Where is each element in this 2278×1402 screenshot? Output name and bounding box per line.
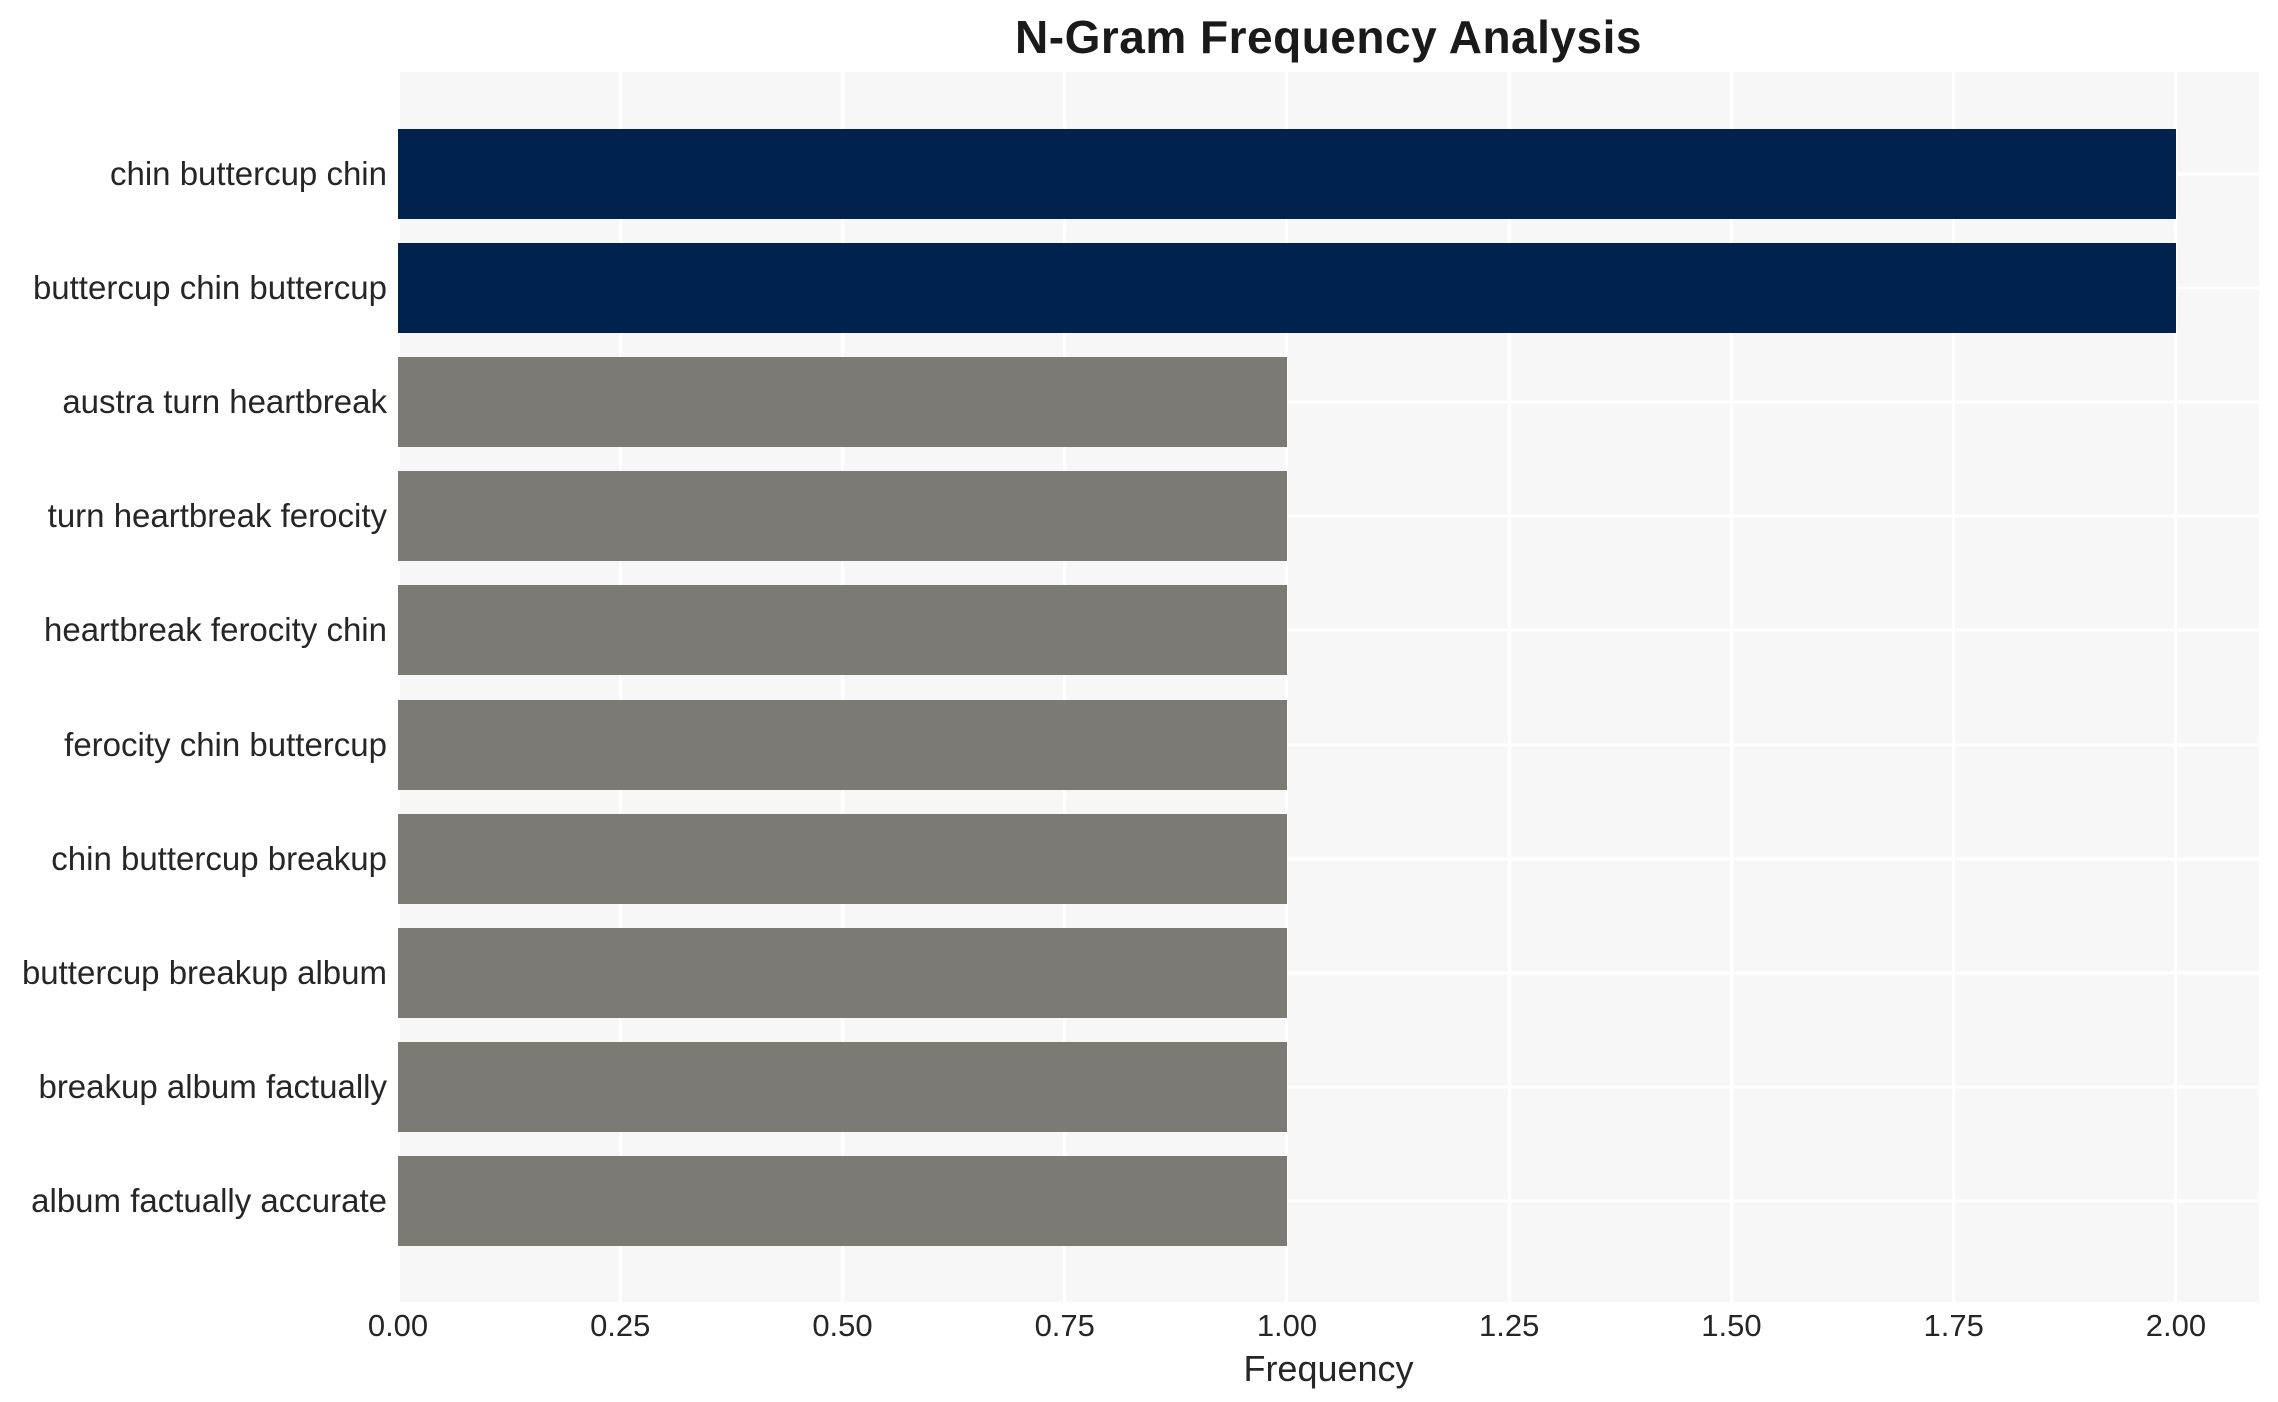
y-tick-label: buttercup chin buttercup — [32, 269, 387, 307]
bar-chin-buttercup-breakup — [398, 813, 1287, 904]
bar-buttercup-chin-buttercup — [398, 243, 2176, 334]
bar-row — [398, 802, 2259, 916]
bar-rows — [398, 72, 2259, 1302]
bar-row — [398, 1030, 2259, 1144]
gridline-y — [398, 743, 2259, 747]
bar-row — [398, 459, 2259, 573]
gridline-y — [398, 857, 2259, 861]
bar-row — [398, 573, 2259, 687]
bar-row — [398, 345, 2259, 459]
x-tick-label: 1.25 — [1479, 1308, 1540, 1343]
x-tick-label: 1.00 — [1256, 1308, 1318, 1343]
bar-row — [398, 687, 2259, 801]
bar-row — [398, 1144, 2259, 1258]
bar-chin-buttercup-chin — [398, 129, 2176, 220]
plot-area — [396, 72, 2259, 1302]
gridline-x-1.75 — [1952, 72, 1956, 1302]
gridline-x-1.5 — [1729, 72, 1733, 1302]
y-tick-label: heartbreak ferocity chin — [43, 611, 387, 649]
x-tick-label: 0.75 — [1034, 1308, 1095, 1343]
x-tick-label: 0.00 — [367, 1308, 429, 1343]
gridline-x-0 — [396, 72, 400, 1302]
gridline-y — [398, 971, 2259, 975]
y-tick-label: austra turn heartbreak — [62, 383, 387, 421]
bar-heartbreak-ferocity-chin — [398, 585, 1287, 676]
y-tick-label: breakup album factually — [38, 1067, 387, 1105]
gridline-x-1.25 — [1507, 72, 1511, 1302]
y-tick-label: buttercup breakup album — [21, 953, 387, 991]
x-axis-ticks: 0.00 0.25 0.50 0.75 1.00 1.25 1.50 1.75 2.00 — [368, 1308, 2259, 1350]
gridline-x-0.25 — [618, 72, 622, 1302]
bar-buttercup-breakup-album — [398, 927, 1287, 1018]
y-tick-label: chin buttercup breakup — [51, 839, 387, 877]
bar-row — [398, 117, 2259, 231]
bar-row — [398, 916, 2259, 1030]
x-tick-label: 1.50 — [1701, 1308, 1762, 1343]
gridline-x-0.75 — [1063, 72, 1067, 1302]
y-tick-label: album factually accurate — [31, 1181, 387, 1219]
gridline-x-1 — [1285, 72, 1289, 1302]
bar-breakup-album-factually — [398, 1041, 1287, 1132]
y-tick-label: turn heartbreak ferocity — [47, 497, 387, 535]
bar-album-factually-accurate — [398, 1155, 1287, 1246]
chart-title: N-Gram Frequency Analysis — [1015, 11, 1642, 63]
y-tick-label: ferocity chin buttercup — [64, 725, 387, 763]
bar-austra-turn-heartbreak — [398, 357, 1287, 448]
x-tick-label: 0.25 — [590, 1308, 651, 1343]
bar-turn-heartbreak-ferocity — [398, 471, 1287, 562]
gridline-y — [398, 514, 2259, 518]
gridline-y — [398, 400, 2259, 404]
gridline-y — [398, 1199, 2259, 1203]
gridline-y — [398, 1085, 2259, 1089]
bar-ferocity-chin-buttercup — [398, 699, 1287, 790]
x-tick-label: 1.75 — [1923, 1308, 1984, 1343]
y-tick-label: chin buttercup chin — [109, 155, 387, 193]
gridline-x-2 — [2174, 72, 2178, 1302]
y-axis-labels: chin buttercup chin buttercup chin butter… — [0, 72, 398, 1302]
gridline-y — [398, 628, 2259, 632]
gridline-x-0.5 — [840, 72, 844, 1302]
x-axis-label: Frequency — [1243, 1348, 1414, 1389]
bar-row — [398, 231, 2259, 345]
x-tick-label: 0.50 — [812, 1308, 873, 1343]
x-tick-label: 2.00 — [2145, 1308, 2207, 1343]
